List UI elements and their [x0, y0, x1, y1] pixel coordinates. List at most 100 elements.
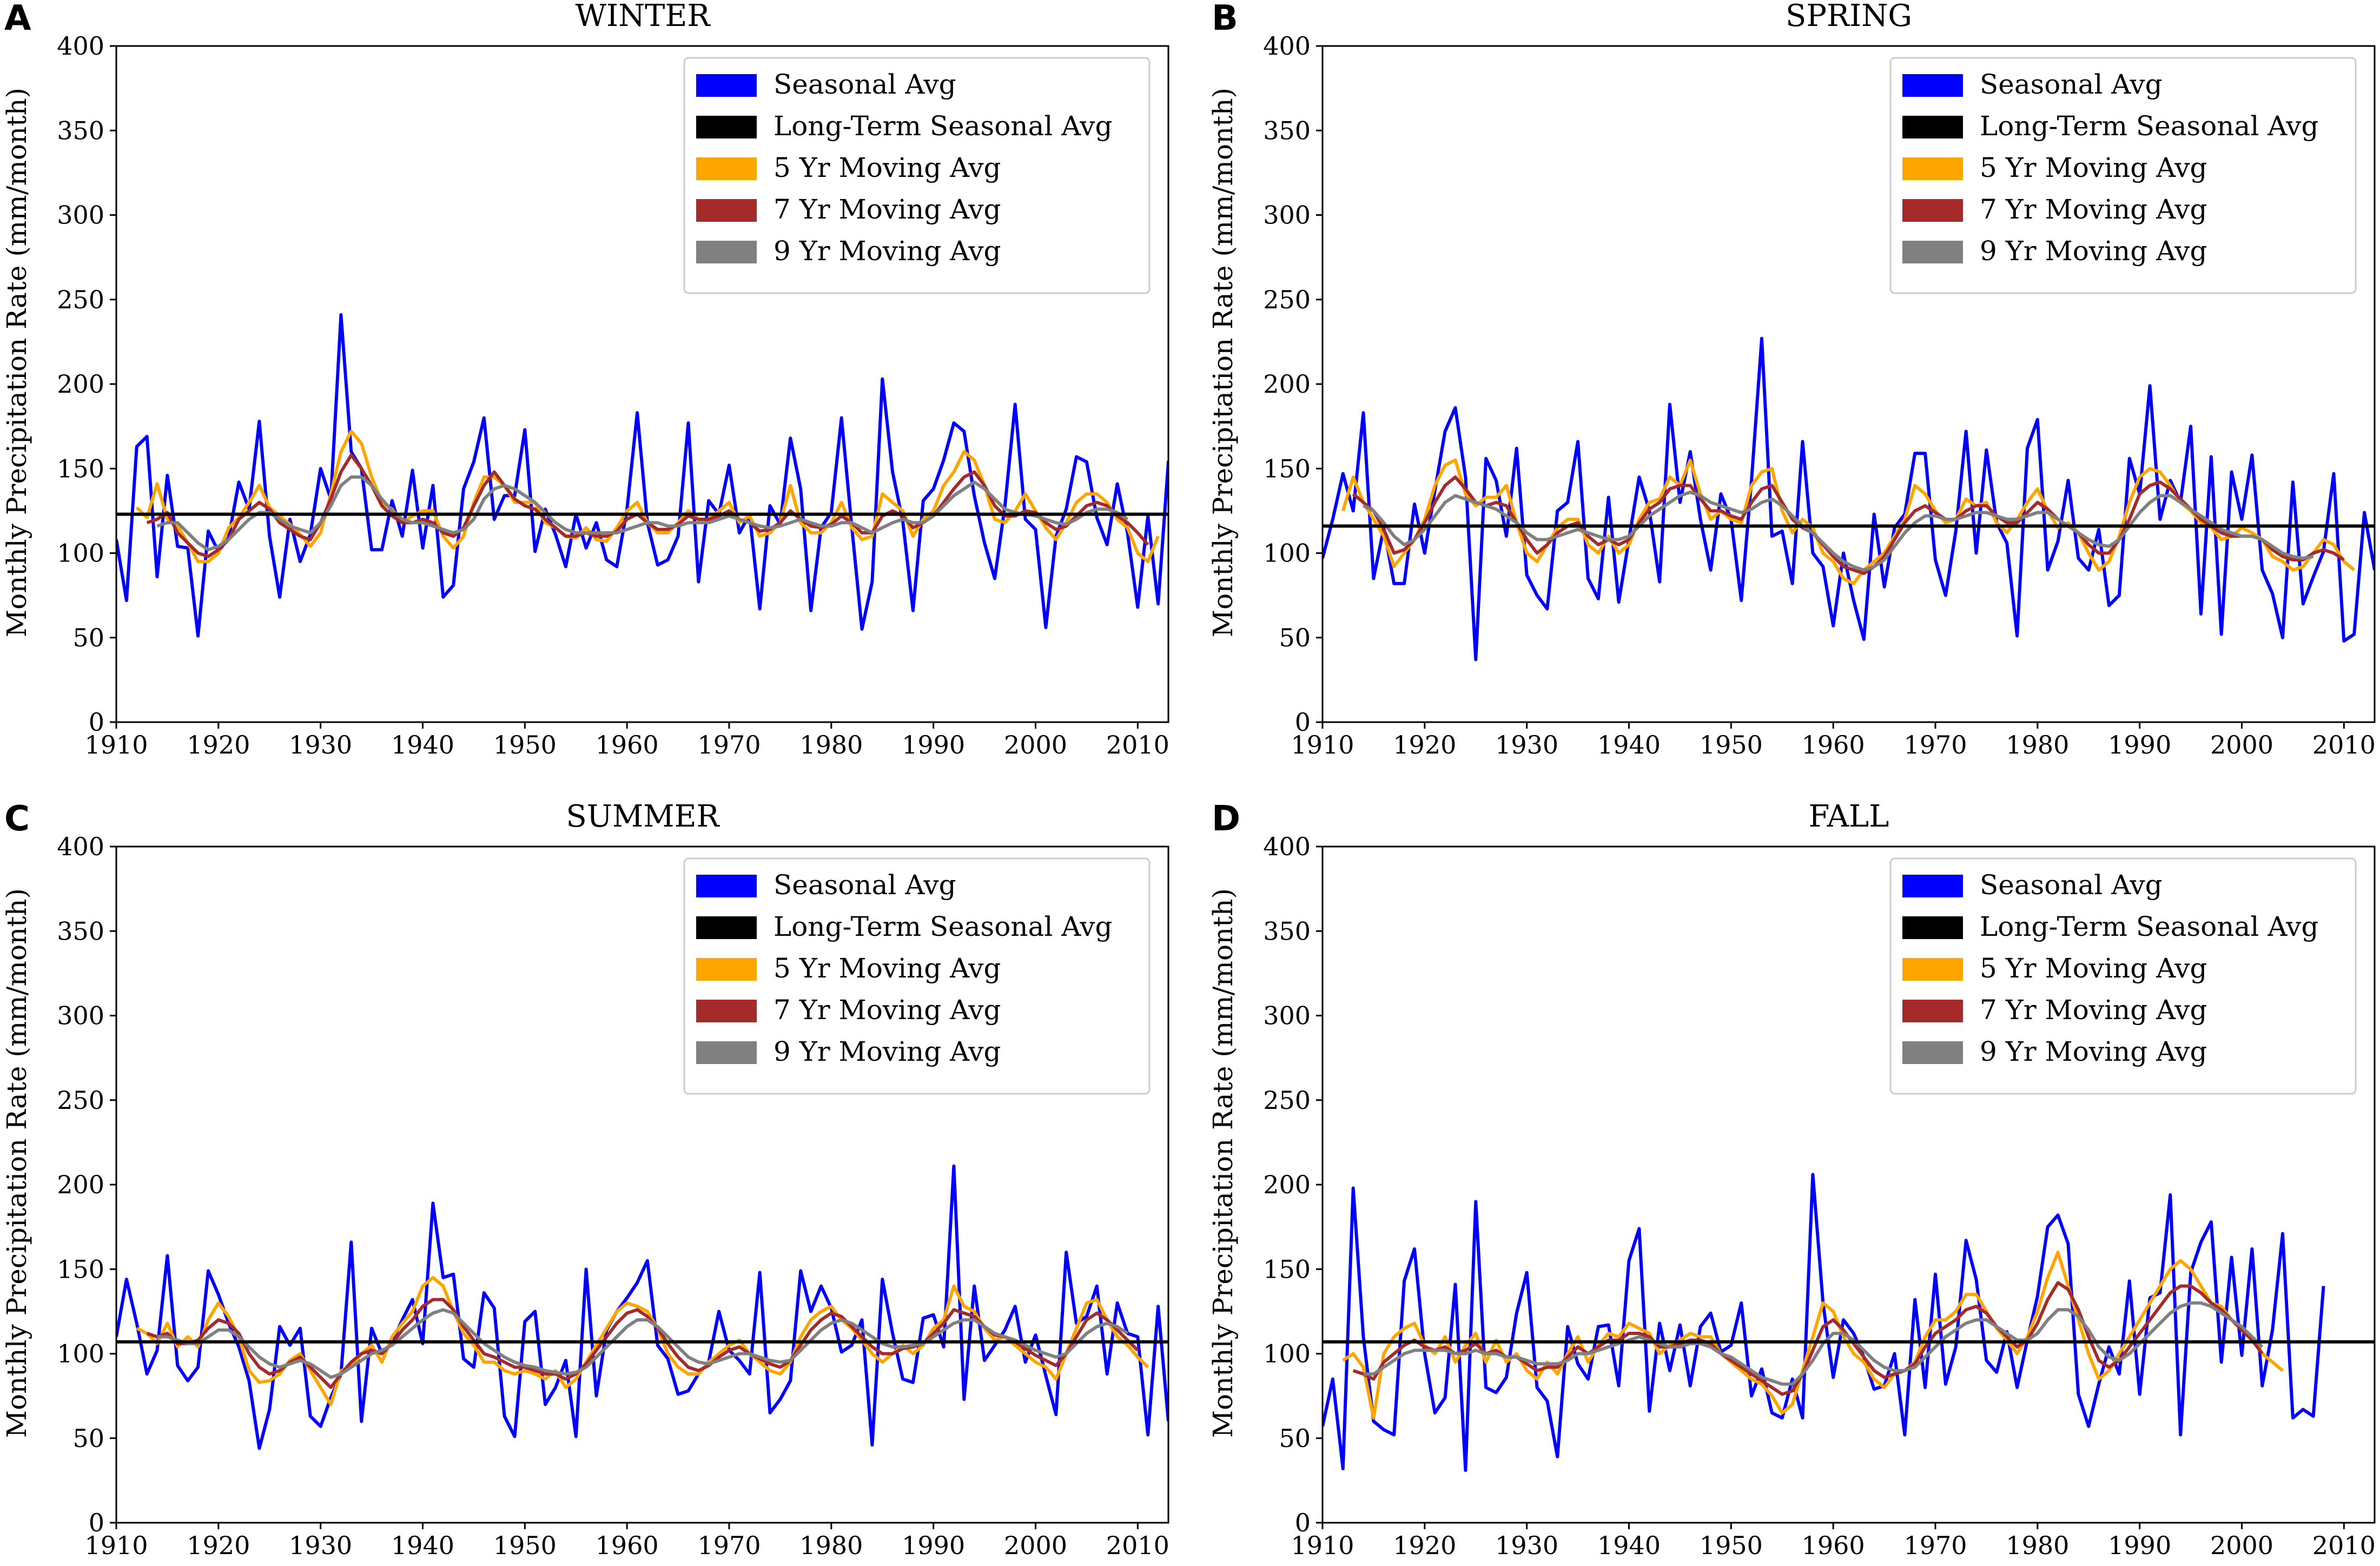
panel-letter: D — [1212, 799, 1240, 839]
legend-label: Long-Term Seasonal Avg — [774, 110, 1113, 142]
x-tick-label: 2000 — [2210, 1531, 2273, 1560]
legend-swatch — [696, 958, 757, 981]
legend-label: 5 Yr Moving Avg — [1980, 953, 2207, 984]
y-tick-label: 0 — [1295, 1508, 1311, 1537]
x-tick-label: 1950 — [1700, 730, 1763, 759]
chart-title: WINTER — [575, 0, 711, 34]
x-tick-label: 1920 — [187, 730, 250, 759]
series-seasonal-avg — [1323, 1173, 2325, 1472]
legend-label: 5 Yr Moving Avg — [774, 953, 1001, 984]
x-tick-label: 1930 — [289, 730, 352, 759]
y-tick-label: 100 — [57, 539, 104, 568]
x-tick-label: 1950 — [493, 730, 557, 759]
chart-title: FALL — [1809, 799, 1889, 834]
x-tick-label: 1910 — [1291, 1531, 1354, 1560]
y-tick-label: 0 — [1295, 708, 1311, 737]
x-tick-label: 2010 — [1106, 730, 1169, 759]
legend-swatch — [696, 875, 757, 897]
legend-swatch — [696, 199, 757, 222]
y-axis-label: Monthly Precipitation Rate (mm/month) — [1, 888, 32, 1438]
x-tick-label: 1990 — [902, 1531, 965, 1560]
y-tick-label: 350 — [57, 916, 104, 946]
x-tick-label: 1940 — [1597, 1531, 1661, 1560]
y-tick-label: 0 — [89, 1508, 104, 1537]
legend-swatch — [696, 241, 757, 263]
legend-label: 9 Yr Moving Avg — [1980, 1036, 2207, 1067]
legend-swatch — [1902, 199, 1963, 222]
y-axis-label: Monthly Precipitation Rate (mm/month) — [1, 88, 32, 637]
y-tick-label: 150 — [1263, 1254, 1311, 1284]
x-tick-label: 2000 — [1004, 730, 1067, 759]
x-tick-label: 1980 — [799, 730, 863, 759]
y-tick-label: 200 — [1263, 1170, 1311, 1199]
axes-frame — [1321, 45, 2376, 723]
x-tick-label: 1960 — [596, 730, 659, 759]
y-tick-label: 50 — [1279, 623, 1311, 652]
y-tick-label: 100 — [1263, 539, 1311, 568]
y-tick-label: 250 — [1263, 1086, 1311, 1115]
y-tick-label: 50 — [72, 623, 104, 652]
series-group — [116, 1164, 1168, 1450]
y-tick-label: 300 — [1263, 201, 1311, 230]
legend-swatch — [696, 916, 757, 939]
legend-label: Long-Term Seasonal Avg — [1980, 110, 2319, 142]
panel-fall: D FALL Monthly Precipitation Rate (mm/mo… — [1207, 799, 2376, 1560]
legend: Seasonal Avg Long-Term Seasonal Avg 5 Yr M… — [1889, 57, 2357, 294]
y-tick-label: 400 — [57, 31, 104, 61]
legend-swatch — [1902, 74, 1963, 97]
axes-frame — [115, 45, 1169, 723]
y-axis-label: Monthly Precipitation Rate (mm/month) — [1207, 88, 1239, 637]
chart-title: SPRING — [1786, 0, 1912, 34]
legend-box — [1889, 857, 2357, 1095]
x-tick-label: 1930 — [1495, 730, 1558, 759]
x-tick-label: 1940 — [391, 730, 454, 759]
x-tick-label: 1930 — [1495, 1531, 1558, 1560]
series-seasonal-avg — [1323, 336, 2375, 662]
legend: Seasonal Avg Long-Term Seasonal Avg 5 Yr M… — [1889, 857, 2357, 1095]
x-tick-label: 1950 — [493, 1531, 557, 1560]
y-tick-label: 150 — [57, 454, 104, 483]
y-tick-label: 400 — [1263, 832, 1311, 861]
panel-winter: A WINTER Monthly Precipitation Rate (mm/… — [1, 0, 1169, 759]
x-tick-label: 1950 — [1700, 1531, 1763, 1560]
legend-label: Long-Term Seasonal Avg — [1980, 911, 2319, 942]
x-tick-label: 1960 — [596, 1531, 659, 1560]
x-tick-label: 1920 — [1393, 1531, 1456, 1560]
y-tick-label: 0 — [89, 708, 104, 737]
x-tick-label: 2000 — [2210, 730, 2273, 759]
legend: Seasonal Avg Long-Term Seasonal Avg 5 Yr M… — [683, 57, 1151, 294]
legend-swatch — [696, 157, 757, 180]
legend-label: Long-Term Seasonal Avg — [774, 911, 1113, 942]
legend: Seasonal Avg Long-Term Seasonal Avg 5 Yr M… — [683, 857, 1151, 1095]
legend-label: Seasonal Avg — [1980, 69, 2163, 100]
series-9yr-moving-avg — [1363, 1301, 2264, 1386]
legend-swatch — [1902, 1000, 1963, 1022]
y-tick-label: 350 — [1263, 116, 1311, 145]
series-seasonal-avg — [116, 313, 1168, 638]
x-tick-label: 1940 — [1597, 730, 1661, 759]
x-tick-label: 2010 — [2312, 730, 2376, 759]
x-tick-label: 2010 — [1106, 1531, 1169, 1560]
legend-swatch — [1902, 875, 1963, 897]
x-tick-label: 1910 — [84, 730, 148, 759]
legend-label: 7 Yr Moving Avg — [774, 194, 1001, 225]
y-tick-label: 50 — [72, 1424, 104, 1453]
legend-label: Seasonal Avg — [1980, 869, 2163, 901]
panel-spring: B SPRING Monthly Precipitation Rate (mm/… — [1207, 0, 2376, 759]
y-tick-label: 350 — [57, 116, 104, 145]
legend-label: 7 Yr Moving Avg — [774, 994, 1001, 1026]
series-9yr-moving-avg — [157, 1308, 1129, 1379]
x-tick-label: 1990 — [2108, 730, 2171, 759]
legend-label: 9 Yr Moving Avg — [774, 1036, 1001, 1067]
y-tick-label: 400 — [57, 832, 104, 861]
panel-summer: C SUMMER Monthly Precipitation Rate (mm/… — [1, 799, 1169, 1560]
axes-frame — [1321, 845, 2376, 1524]
x-tick-label: 1920 — [1393, 730, 1456, 759]
legend-label: Seasonal Avg — [774, 69, 956, 100]
legend-swatch — [1902, 157, 1963, 180]
x-tick-label: 1970 — [1903, 730, 1967, 759]
y-tick-label: 300 — [57, 1001, 104, 1030]
legend-label: 7 Yr Moving Avg — [1980, 194, 2207, 225]
y-tick-label: 300 — [1263, 1001, 1311, 1030]
